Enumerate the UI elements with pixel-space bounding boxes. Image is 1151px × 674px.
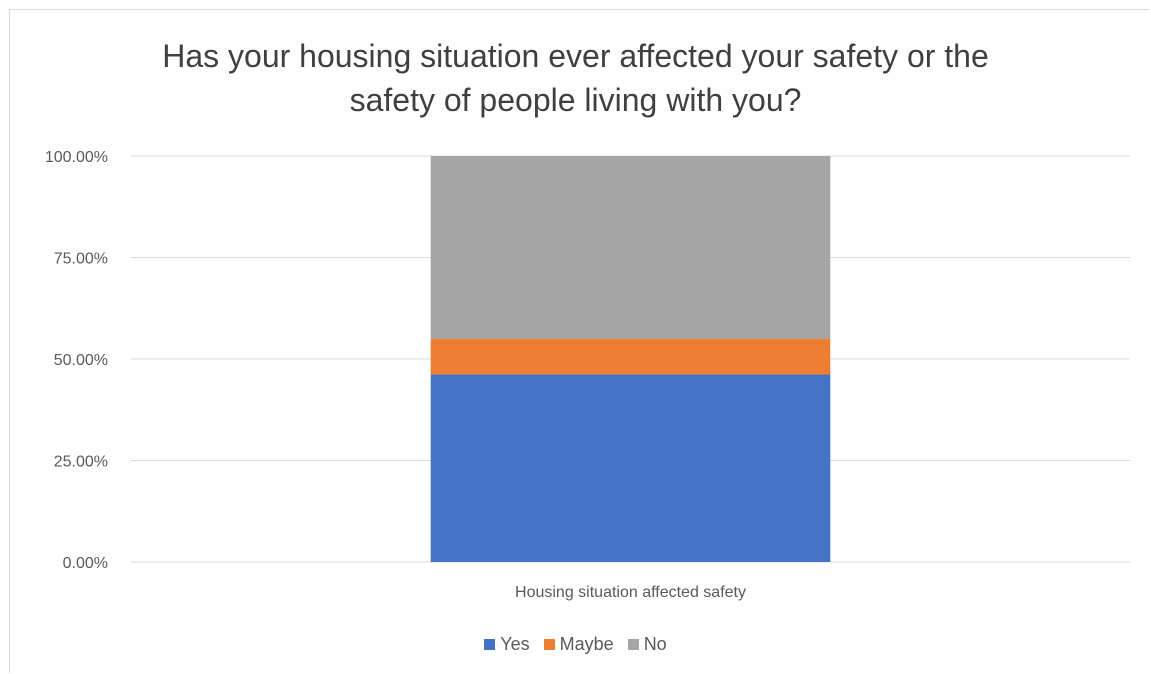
y-tick-label: 0.00% <box>63 555 108 572</box>
legend: Yes Maybe No <box>0 634 1151 655</box>
legend-swatch <box>627 639 639 650</box>
chart-title: Has your housing situation ever affected… <box>0 34 1151 122</box>
legend-swatch <box>543 639 555 650</box>
y-tick-label: 100.00% <box>45 149 108 166</box>
y-tick-label: 25.00% <box>54 454 108 471</box>
legend-swatch <box>484 639 496 650</box>
chart-title-line-2: safety of people living with you? <box>349 82 802 118</box>
x-category-label: Housing situation affected safety <box>515 584 746 601</box>
legend-label: Yes <box>500 634 530 654</box>
legend-item-maybe: Maybe <box>543 634 614 655</box>
y-tick-label: 75.00% <box>54 251 108 268</box>
bar-segment-yes <box>430 374 831 562</box>
bar-segment-no <box>430 156 831 339</box>
legend-item-no: No <box>627 634 667 655</box>
y-tick-label: 50.00% <box>54 352 108 369</box>
legend-label: Maybe <box>559 634 614 654</box>
bar-segment-maybe <box>430 338 831 375</box>
legend-label: No <box>643 634 667 654</box>
legend-item-yes: Yes <box>484 634 530 655</box>
chart-title-line-1: Has your housing situation ever affected… <box>162 38 989 74</box>
